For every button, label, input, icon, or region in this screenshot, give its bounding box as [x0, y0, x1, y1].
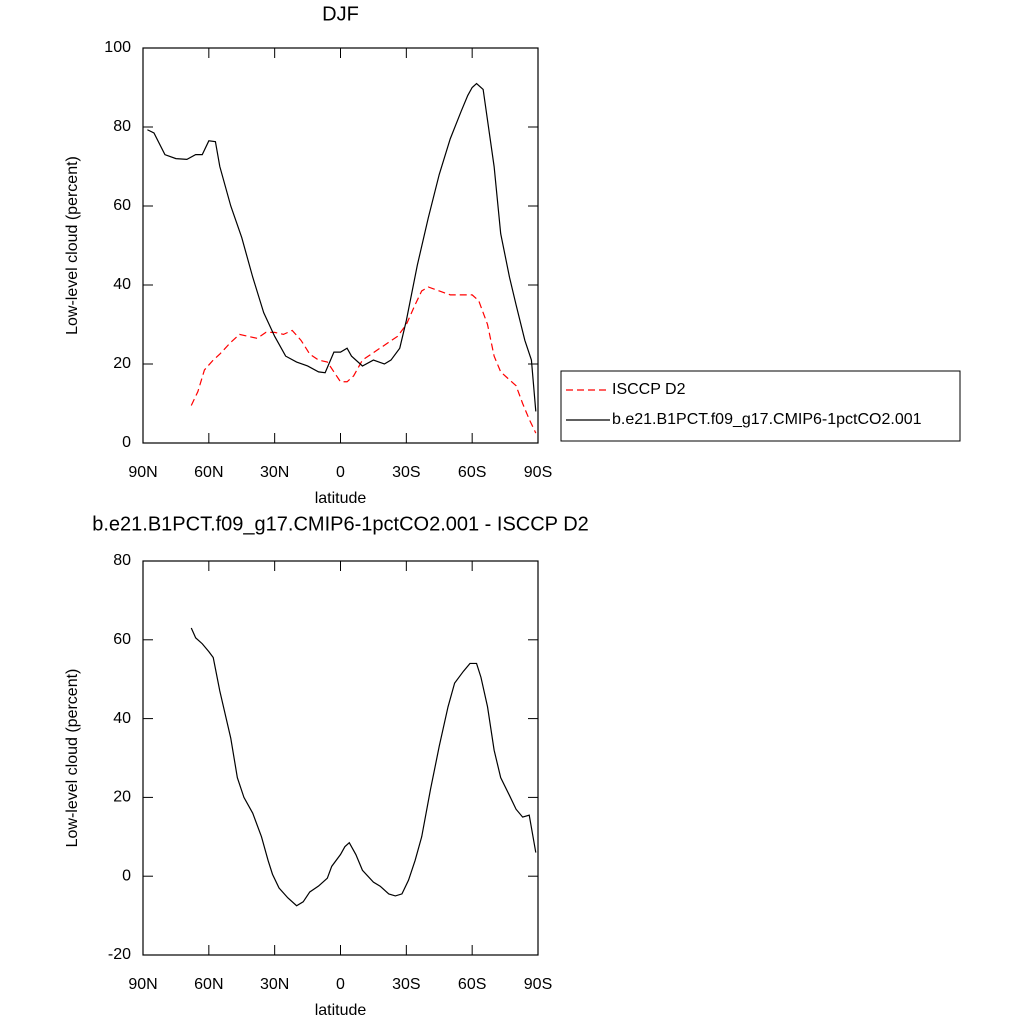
x-tick-label: 60N	[194, 976, 223, 993]
x-tick-label: 90N	[128, 976, 157, 993]
y-tick-label: 20	[113, 789, 131, 806]
data-line	[190, 627, 537, 907]
x-tick-label: 30S	[392, 464, 420, 481]
x-tick-label: 30N	[260, 976, 289, 993]
y-tick-label: 0	[122, 434, 131, 451]
y-tick-label: 100	[104, 39, 131, 56]
y-tick-label: 80	[113, 118, 131, 135]
x-tick-label: 60S	[458, 464, 486, 481]
y-axis-label: Low-level cloud (percent)	[64, 669, 81, 848]
x-axis-label: latitude	[315, 1002, 367, 1019]
y-tick-label: 80	[113, 552, 131, 569]
plot-frame	[142, 560, 539, 956]
x-tick-label: 90S	[524, 976, 552, 993]
x-axis-label: latitude	[315, 490, 367, 507]
x-tick-label: 90S	[524, 464, 552, 481]
legend-label: b.e21.B1PCT.f09_g17.CMIP6-1pctCO2.001	[612, 411, 922, 428]
y-tick-label: 40	[113, 710, 131, 727]
y-tick-label: -20	[108, 946, 131, 963]
y-tick-label: 0	[122, 867, 131, 884]
plot-frame	[142, 47, 539, 444]
x-tick-label: 90N	[128, 464, 157, 481]
y-tick-label: 40	[113, 276, 131, 293]
legend-label: ISCCP D2	[612, 381, 686, 398]
x-tick-label: 60S	[458, 976, 486, 993]
x-tick-label: 0	[336, 976, 345, 993]
data-line	[147, 82, 537, 412]
legend-box	[560, 370, 961, 442]
x-tick-label: 30S	[392, 976, 420, 993]
x-tick-label: 60N	[194, 464, 223, 481]
data-line	[190, 286, 537, 434]
x-tick-label: 30N	[260, 464, 289, 481]
x-tick-label: 0	[336, 464, 345, 481]
y-tick-label: 60	[113, 631, 131, 648]
chart-title: DJF	[322, 3, 359, 25]
y-tick-label: 20	[113, 355, 131, 372]
chart-title: b.e21.B1PCT.f09_g17.CMIP6-1pctCO2.001 - …	[92, 513, 589, 535]
y-tick-label: 60	[113, 197, 131, 214]
y-axis-label: Low-level cloud (percent)	[64, 156, 81, 335]
